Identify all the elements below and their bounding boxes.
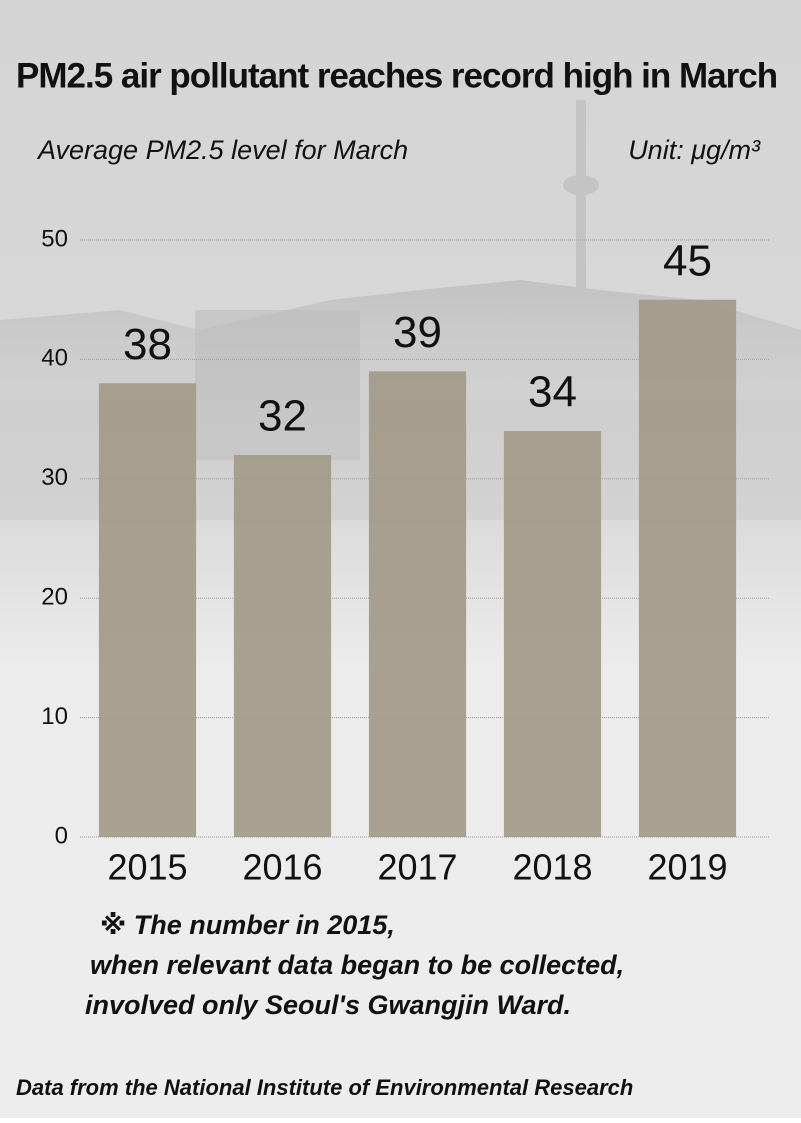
y-tick-label: 40 <box>41 345 68 372</box>
y-tick-label: 30 <box>41 464 68 491</box>
value-label: 34 <box>528 368 577 417</box>
value-label: 32 <box>258 392 307 441</box>
value-label: 45 <box>663 236 712 285</box>
note-line: when relevant data began to be collected… <box>90 950 624 980</box>
y-tick-label: 0 <box>55 822 68 849</box>
x-tick-label: 2016 <box>242 847 322 888</box>
note-line: involved only Seoul's Gwangjin Ward. <box>85 990 571 1020</box>
bar <box>233 454 332 837</box>
x-tick-label: 2017 <box>377 847 457 888</box>
x-tick-label: 2015 <box>107 847 187 888</box>
chart-title: PM2.5 air pollutant reaches record high … <box>16 56 777 95</box>
value-label: 39 <box>393 308 442 357</box>
y-tick-label: 10 <box>41 703 68 730</box>
x-tick-label: 2018 <box>512 847 592 888</box>
y-tick-label: 20 <box>41 584 68 611</box>
bar <box>638 299 737 837</box>
bar <box>98 383 197 837</box>
source: Data from the National Institute of Envi… <box>16 1075 633 1100</box>
bar <box>503 431 602 837</box>
value-label: 38 <box>123 320 172 369</box>
bar <box>368 371 467 837</box>
note-line: ※ The number in 2015, <box>100 910 395 940</box>
x-tick-label: 2019 <box>647 847 727 888</box>
subtitle: Average PM2.5 level for March <box>36 135 408 165</box>
unit-label: Unit: μg/m³ <box>628 135 761 165</box>
y-tick-label: 50 <box>41 225 68 252</box>
